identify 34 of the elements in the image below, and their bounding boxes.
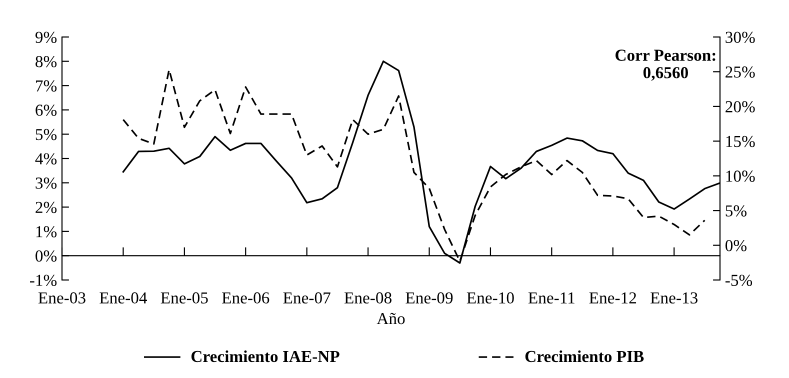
y2-tick-label: 10%	[726, 170, 755, 182]
y-tick-label: 0%	[36, 250, 57, 262]
x-tick-label: Ene-07	[283, 292, 330, 304]
y2-tick-label: -5%	[725, 274, 752, 286]
y-tick-label: 9%	[35, 32, 57, 43]
y2-tick-label: 30%	[726, 32, 755, 43]
x-tick-label: Ene-11	[528, 292, 574, 304]
y2-tick-label: 0%	[725, 240, 747, 252]
x-axis-title: Año	[376, 312, 405, 324]
y-tick-label: 2%	[36, 202, 57, 214]
y-tick-label: -1%	[30, 274, 57, 286]
x-tick-label: Ene-09	[406, 292, 453, 304]
x-tick-label: Ene-10	[466, 292, 514, 304]
annotation: Corr Pearson: 0,6560	[616, 50, 716, 81]
x-tick-label: Ene-05	[160, 292, 208, 304]
legend-label: Crecimiento PIB	[525, 350, 644, 362]
legend-label: Crecimiento IAE-NP	[191, 350, 340, 362]
y2-tick-label: 20%	[726, 101, 755, 112]
x-tick-label: Ene-13	[650, 292, 698, 304]
y-tick-label: 4%	[35, 153, 57, 164]
y-tick-label: 3%	[36, 178, 57, 189]
x-tick-label: Ene-06	[222, 292, 270, 304]
y-tick-label: 1%	[36, 226, 57, 238]
y-tick-label: 5%	[36, 128, 57, 140]
y2-tick-label: 25%	[726, 66, 755, 78]
y2-tick-label: 5%	[726, 205, 747, 217]
y2-tick-label: 15%	[726, 136, 755, 148]
x-tick-label: Ene-12	[589, 292, 636, 304]
x-tick-label: Ene-03	[38, 292, 86, 304]
y-tick-label: 7%	[36, 80, 57, 92]
y-tick-label: 6%	[36, 104, 57, 116]
y-tick-label: 8%	[36, 56, 57, 68]
x-tick-label: Ene-04	[100, 292, 148, 304]
x-tick-label: Ene-08	[344, 292, 392, 304]
